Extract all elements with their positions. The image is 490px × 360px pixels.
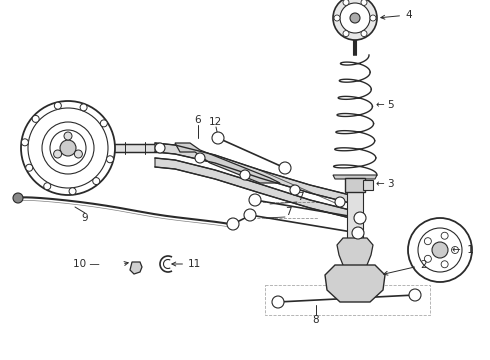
Circle shape (335, 197, 345, 207)
Text: 11: 11 (172, 259, 201, 269)
Circle shape (350, 13, 360, 23)
Text: 6: 6 (195, 115, 201, 125)
Polygon shape (363, 180, 373, 190)
Circle shape (352, 227, 364, 239)
Circle shape (409, 289, 421, 301)
Circle shape (424, 238, 431, 245)
Polygon shape (325, 265, 385, 302)
Circle shape (334, 15, 340, 21)
Circle shape (195, 153, 205, 163)
Circle shape (155, 143, 165, 153)
Circle shape (441, 261, 448, 268)
Circle shape (249, 194, 261, 206)
Circle shape (227, 218, 239, 230)
Circle shape (60, 140, 76, 156)
Polygon shape (347, 178, 363, 240)
Polygon shape (337, 238, 373, 270)
Circle shape (32, 116, 39, 122)
Polygon shape (333, 175, 377, 179)
Text: ←  1: ← 1 (452, 245, 474, 255)
Circle shape (13, 193, 23, 203)
Polygon shape (155, 158, 350, 218)
Circle shape (50, 130, 86, 166)
Circle shape (343, 31, 349, 37)
Text: 4: 4 (381, 10, 412, 20)
Circle shape (370, 15, 376, 21)
Text: 10 —: 10 — (73, 259, 100, 269)
Polygon shape (130, 262, 142, 274)
Text: 7: 7 (296, 192, 303, 202)
Circle shape (354, 212, 366, 224)
Circle shape (272, 296, 284, 308)
Circle shape (64, 132, 72, 140)
Circle shape (361, 0, 367, 5)
Circle shape (361, 31, 367, 37)
Circle shape (21, 101, 115, 195)
Circle shape (93, 177, 100, 185)
Circle shape (441, 232, 448, 239)
Polygon shape (175, 143, 280, 183)
Circle shape (432, 242, 448, 258)
Circle shape (418, 228, 462, 272)
Circle shape (340, 3, 370, 33)
Circle shape (290, 185, 300, 195)
Text: 9: 9 (82, 213, 88, 223)
Circle shape (240, 170, 250, 180)
Circle shape (53, 150, 62, 158)
Circle shape (244, 209, 256, 221)
Text: 2: 2 (384, 260, 427, 275)
Circle shape (343, 0, 349, 5)
Circle shape (279, 162, 291, 174)
Circle shape (69, 188, 76, 195)
Circle shape (106, 156, 114, 163)
Text: ← 3: ← 3 (376, 179, 394, 189)
Circle shape (54, 102, 61, 109)
Circle shape (80, 104, 87, 111)
Circle shape (212, 132, 224, 144)
Circle shape (451, 247, 459, 253)
Polygon shape (345, 178, 365, 192)
Polygon shape (68, 144, 160, 152)
Text: 12: 12 (208, 117, 221, 127)
Circle shape (408, 218, 472, 282)
Circle shape (22, 139, 28, 146)
Circle shape (42, 122, 94, 174)
Circle shape (44, 183, 51, 190)
Text: 8: 8 (313, 315, 319, 325)
Circle shape (26, 164, 33, 171)
Circle shape (100, 120, 107, 127)
Circle shape (333, 0, 377, 40)
Polygon shape (155, 143, 350, 203)
Text: ← 5: ← 5 (376, 100, 394, 110)
Text: 7: 7 (285, 207, 292, 217)
Circle shape (424, 255, 431, 262)
Circle shape (74, 150, 82, 158)
